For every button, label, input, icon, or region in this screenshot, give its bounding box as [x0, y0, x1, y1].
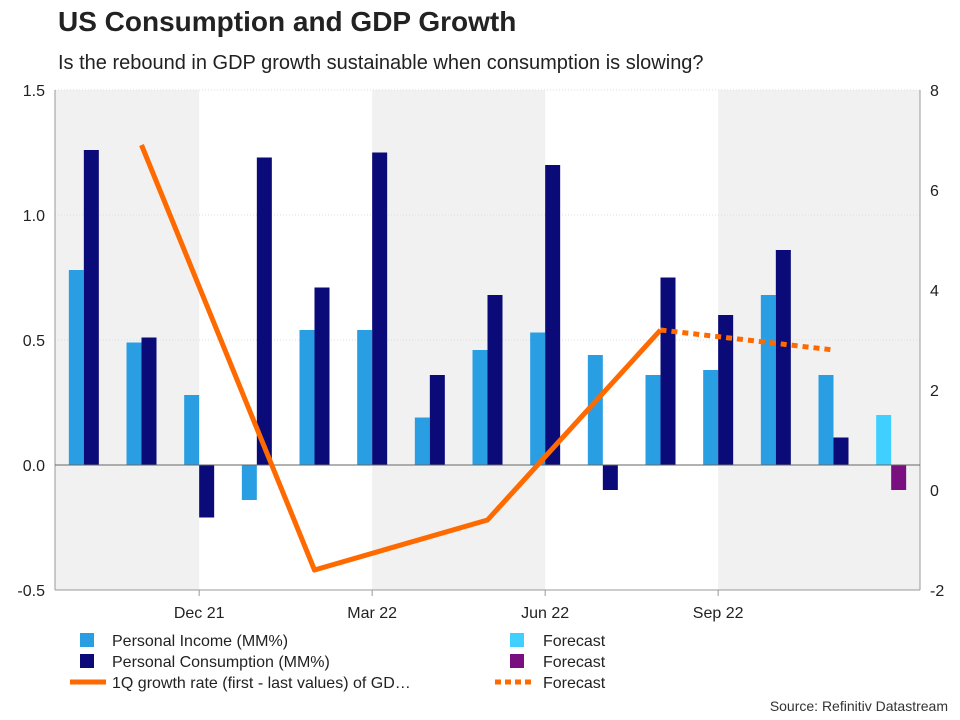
y-left-tick-label: 1.5: [23, 83, 45, 100]
chart-subtitle: Is the rebound in GDP growth sustainable…: [58, 52, 704, 74]
income-bar: [241, 465, 257, 500]
y-left-tick-label: 0.5: [23, 333, 45, 350]
consumption-bar: [199, 465, 215, 518]
y-left-tick-label: 0.0: [23, 458, 45, 475]
legend-label: Personal Income (MM%): [112, 633, 288, 650]
consumption-bar: [429, 375, 445, 465]
income-bar: [414, 417, 430, 465]
source-note: Source: Refinitiv Datastream: [769, 698, 948, 714]
x-tick-label: Sep 22: [693, 605, 744, 622]
income-bar: [357, 330, 373, 465]
income-bar: [645, 375, 661, 465]
y-right-tick-label: 0: [930, 483, 939, 500]
consumption-bar: [83, 150, 99, 465]
consumption-bar: [602, 465, 618, 490]
legend-swatch: [80, 654, 94, 668]
y-right-tick-label: 8: [930, 83, 939, 100]
consumption-bar: [314, 287, 330, 465]
legend-label: Forecast: [543, 675, 606, 692]
y-right-tick-label: 6: [930, 183, 939, 200]
consumption-bar: [545, 165, 561, 465]
consumption-bar: [487, 295, 503, 465]
y-right-tick-label: 4: [930, 283, 939, 300]
income-bar: [184, 395, 200, 465]
legend-label: Personal Consumption (MM%): [112, 654, 330, 671]
legend-swatch: [80, 633, 94, 647]
income-bar: [760, 295, 776, 465]
gdp-growth-line: [139, 144, 663, 573]
x-tick-label: Jun 22: [521, 605, 569, 622]
consumption-forecast-bar: [891, 465, 907, 490]
consumption-bar: [718, 315, 734, 465]
legend-label: Forecast: [543, 654, 606, 671]
gdp-forecast-line: [660, 327, 834, 353]
income-forecast-bar: [876, 415, 892, 465]
income-bar: [126, 342, 142, 465]
y-left-tick-label: 1.0: [23, 208, 45, 225]
consumption-bar: [775, 250, 791, 465]
x-tick-label: Mar 22: [347, 605, 397, 622]
legend-label: 1Q growth rate (first - last values) of …: [112, 675, 411, 692]
consumption-bar: [660, 277, 676, 465]
legend-label: Forecast: [543, 633, 606, 650]
consumption-bar: [833, 437, 849, 465]
y-right-tick-label: 2: [930, 383, 939, 400]
y-left-tick-label: -0.5: [17, 583, 45, 600]
y-right-tick-label: -2: [930, 583, 944, 600]
chart-title: US Consumption and GDP Growth: [58, 6, 517, 37]
income-bar: [818, 375, 834, 465]
income-bar: [530, 332, 546, 465]
shaded-band-1: [372, 90, 546, 590]
legend-swatch: [510, 654, 524, 668]
income-bar: [299, 330, 315, 465]
consumption-bar: [256, 157, 272, 465]
consumption-bar: [372, 152, 388, 465]
income-bar: [587, 355, 603, 465]
legend-swatch: [510, 633, 524, 647]
x-tick-label: Dec 21: [174, 605, 225, 622]
income-bar: [472, 350, 488, 465]
consumption-bar: [141, 337, 157, 465]
income-bar: [703, 370, 719, 465]
income-bar: [68, 270, 84, 465]
